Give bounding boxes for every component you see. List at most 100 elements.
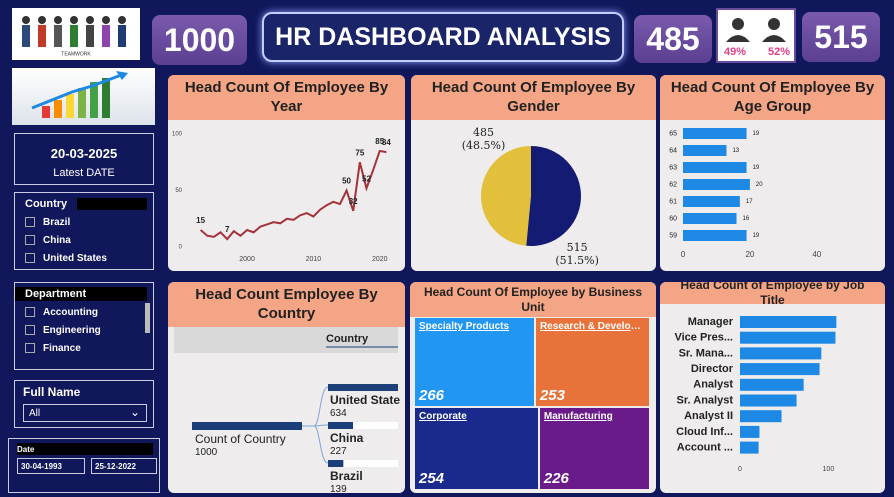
data-label: 7 [225, 225, 230, 234]
bar-track [328, 460, 398, 467]
data-label: 16 [743, 216, 750, 222]
latest-date-label: Latest DATE [53, 167, 115, 179]
bar [683, 196, 740, 207]
slicer-option[interactable]: Finance [15, 339, 153, 357]
bar [328, 384, 398, 391]
y-tick-label: Manager [688, 316, 734, 328]
data-label: 52 [362, 174, 371, 183]
data-label: 13 [732, 148, 739, 154]
slicer-option[interactable]: Accounting [15, 303, 153, 321]
data-label: 19 [753, 131, 760, 137]
pie-slice [481, 146, 531, 246]
slicer-title: Full Name [23, 385, 81, 399]
chart-panel: Head Count Of Employee By Age Group 65 19 6… [660, 75, 885, 271]
data-label: 84 [382, 138, 391, 147]
cell-value: 253 [539, 386, 565, 404]
cell-label: Manufacturing [543, 410, 613, 422]
level-header-bg [174, 327, 398, 353]
data-label: 515 (51.5%) [555, 240, 599, 267]
growth-graphic [31, 71, 128, 118]
kpi-group-b-pct: 52% [768, 46, 791, 58]
data-label: 32 [349, 197, 358, 206]
bar [328, 460, 344, 467]
y-tick-label: 65 [669, 130, 677, 137]
root-label: Count of Country [195, 432, 286, 446]
teamwork-image: TEAMWORK [12, 8, 140, 60]
option-label: Accounting [43, 306, 98, 318]
cell-value: 266 [419, 386, 445, 404]
slicer-title: Department [15, 287, 147, 301]
gender-icons: 49% 52% [716, 8, 796, 63]
scrollbar[interactable] [145, 303, 150, 333]
node-label: United States [330, 393, 400, 407]
chart-panel: Head Count Of Employee By Gender 485 (48.… [411, 75, 656, 271]
x-tick-label: 2020 [372, 256, 388, 263]
chart-title: Head Count Of Employee by Business Unit [410, 282, 656, 317]
chart-panel: Head Count Of Employee By Year 0 50 100 2000… [168, 75, 405, 271]
y-tick-label: 63 [669, 164, 677, 171]
kpi-group-a: 485 [634, 15, 712, 63]
kpi-group-b: 515 [802, 12, 880, 62]
department-slicer: Department Accounting Engineering Financ… [14, 282, 154, 370]
y-tick-label: Analyst [693, 379, 733, 391]
bar [740, 425, 760, 438]
y-tick-label: Vice Pres... [674, 332, 733, 344]
cell-label: Corporate [419, 410, 467, 422]
x-tick-label: 2000 [239, 256, 255, 263]
name-slicer: Full Name All ⌄ [14, 380, 154, 428]
bar [740, 441, 759, 454]
chart-body: Country [174, 327, 398, 467]
node-label: China [330, 431, 364, 445]
cell-value: 226 [543, 469, 569, 487]
slicer-option[interactable]: China [15, 231, 153, 249]
date-input[interactable]: 30-04-1993 [17, 458, 85, 474]
y-tick-label: 64 [669, 147, 677, 154]
slicer-option[interactable]: United States [15, 249, 153, 267]
y-tick-label: 60 [669, 215, 677, 222]
bar [328, 422, 354, 429]
chart-panel: Head Count of Employee by Job Title Manag… [660, 282, 885, 493]
chart-title: Head Count Of Employee By Gender [411, 75, 656, 120]
treemap-cell: Specialty Products 266 [415, 318, 534, 406]
kpi-total: 1000 [152, 15, 247, 65]
dropdown[interactable]: All ⌄ [23, 404, 147, 422]
line [199, 149, 387, 241]
data-label: 19 [753, 165, 760, 171]
x-tick-label: 40 [812, 250, 821, 259]
slicer-option[interactable]: Engineering [15, 321, 153, 339]
option-label: United States [43, 252, 107, 264]
y-tick-label: 0 [179, 245, 183, 251]
y-tick-label: Sr. Analyst [677, 394, 734, 406]
node-value: 139 [330, 484, 347, 493]
bar [740, 410, 782, 423]
cell-label: Research & Development [539, 321, 643, 332]
option-label: Engineering [43, 324, 101, 336]
data-label: 15 [196, 216, 205, 225]
y-tick-label: 50 [175, 188, 182, 194]
chart-title: Head Count Of Employee By Age Group [660, 75, 885, 120]
dashboard-title: HR DASHBOARD ANALYSIS [262, 12, 624, 62]
date-end: 25-12-2022 [95, 462, 136, 471]
option-label: Brazil [43, 216, 71, 228]
treemap-cell: Manufacturing 226 [539, 407, 649, 489]
data-label: 485 (48.5%) [461, 125, 506, 152]
option-label: Finance [43, 342, 81, 354]
slicer-option[interactable]: Brazil [15, 213, 153, 231]
treemap-cell: Corporate 254 [415, 407, 538, 489]
bar [740, 347, 822, 360]
slicer-title: Country [25, 198, 68, 210]
date-input[interactable]: 25-12-2022 [91, 458, 157, 474]
chart-title: Head Count Of Employee By Year [168, 75, 405, 120]
bar [683, 128, 747, 139]
data-label: 75 [355, 148, 364, 157]
y-tick-label: 59 [669, 232, 677, 239]
root-bar [192, 422, 302, 430]
y-tick-label: Cloud Inf... [676, 426, 733, 438]
bar [683, 230, 747, 241]
node-label: Brazil [330, 469, 363, 483]
y-tick-label: Account ... [677, 442, 733, 454]
x-tick-label: 0 [738, 466, 742, 473]
y-tick-label: Analyst II [684, 410, 733, 422]
